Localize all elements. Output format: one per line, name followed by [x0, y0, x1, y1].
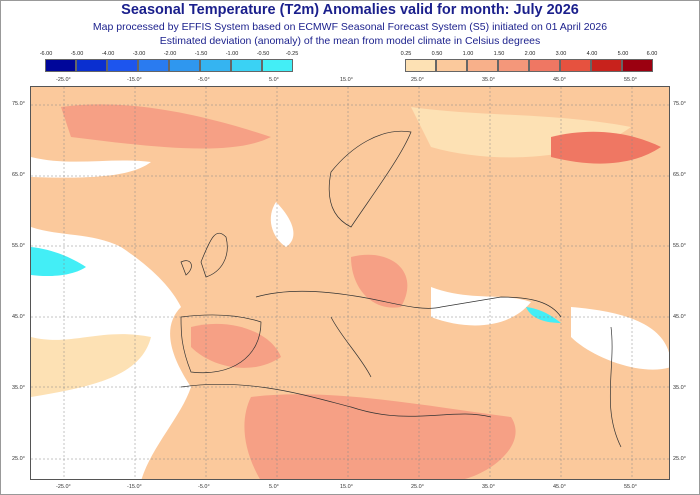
- legend-swatch: -1.50: [195, 51, 231, 72]
- latitude-label: 25.0°: [12, 456, 25, 462]
- longitude-label: 35.0°: [482, 77, 495, 83]
- longitude-label: 45.0°: [553, 484, 566, 490]
- latitude-label: 55.0°: [673, 243, 686, 249]
- cold-anomaly: [526, 307, 561, 323]
- anomaly-map: [30, 86, 670, 480]
- longitude-label: -15.0°: [127, 77, 142, 83]
- legend-tick-label: 5.00: [617, 51, 629, 57]
- latitude-label: 35.0°: [673, 385, 686, 391]
- legend-tick-label: 3.00: [555, 51, 567, 57]
- legend-swatch: -2.00: [164, 51, 200, 72]
- legend-swatch: -1.00: [226, 51, 262, 72]
- latitude-label: 75.0°: [673, 101, 686, 107]
- legend-swatch: -0.50 -0.25: [257, 51, 298, 72]
- coastlines: [180, 130, 622, 448]
- neutral-area: [270, 202, 294, 247]
- legend-tick-label: 2.00: [524, 51, 536, 57]
- latitude-label: 65.0°: [12, 172, 25, 178]
- longitude-label: 45.0°: [553, 77, 566, 83]
- legend-swatch: -3.00: [133, 51, 169, 72]
- legend-swatch: -6.00: [40, 51, 76, 72]
- legend-swatch: 4.00: [587, 51, 622, 72]
- legend-tick-label: 0.25: [400, 51, 412, 57]
- legend-tick-label: -1.50: [194, 51, 208, 57]
- legend-negative: -6.00 -5.00 -4.00 -3.00 -2.00 -1.50 -1.00 -0.50…: [40, 51, 298, 72]
- warm-anomaly: [61, 104, 271, 149]
- latitude-label: 45.0°: [12, 314, 25, 320]
- legend-tick-label: -4.00: [101, 51, 115, 57]
- legend-tick-label: 1.50: [493, 51, 505, 57]
- longitude-label: 55.0°: [624, 484, 637, 490]
- legend-swatch: 5.00 6.00: [618, 51, 657, 72]
- latitude-label: 45.0°: [673, 314, 686, 320]
- longitude-label: 15.0°: [340, 77, 353, 83]
- longitude-label: 5.0°: [269, 77, 279, 83]
- longitude-label: -25.0°: [56, 484, 71, 490]
- latitude-label: 25.0°: [673, 456, 686, 462]
- legend-swatch: 3.00: [556, 51, 591, 72]
- longitude-label: 5.0°: [269, 484, 279, 490]
- legend-tick-label: -6.00: [39, 51, 53, 57]
- legend-swatch: -5.00: [71, 51, 107, 72]
- legend-tick-label: -5.00: [70, 51, 84, 57]
- neutral-area: [571, 307, 669, 370]
- latitude-label: 65.0°: [673, 172, 686, 178]
- graticule: [31, 87, 669, 479]
- longitude-label: -5.0°: [198, 484, 210, 490]
- neutral-area: [31, 157, 151, 178]
- legend-tick-label: -3.00: [132, 51, 146, 57]
- longitude-label: -15.0°: [127, 484, 142, 490]
- legend-tick-label: -0.50: [256, 51, 270, 57]
- legend-positive: 0.25 0.50 1.00 1.50 2.00 3.00 4.00 5.00 6.00: [401, 51, 657, 72]
- longitude-label: 15.0°: [340, 484, 353, 490]
- latitude-label: 35.0°: [12, 385, 25, 391]
- neutral-area: [431, 287, 531, 326]
- legend-tick-label: -0.25: [285, 51, 299, 57]
- map-title: Seasonal Temperature (T2m) Anomalies val…: [121, 2, 579, 18]
- legend-tick-label: 6.00: [646, 51, 658, 57]
- map-subtitle: Map processed by EFFIS System based on E…: [92, 21, 608, 33]
- longitude-label: -25.0°: [56, 77, 71, 83]
- legend-tick-label: 1.00: [462, 51, 474, 57]
- warm-anomaly: [351, 254, 408, 308]
- longitude-label: 55.0°: [624, 77, 637, 83]
- latitude-label: 55.0°: [12, 243, 25, 249]
- longitude-label: -5.0°: [198, 77, 210, 83]
- warm-anomaly: [191, 323, 281, 368]
- cold-anomaly: [31, 247, 86, 277]
- longitude-label: 35.0°: [482, 484, 495, 490]
- map-description: Estimated deviation (anomaly) of the mea…: [159, 35, 541, 47]
- latitude-label: 75.0°: [12, 101, 25, 107]
- legend-tick-label: -2.00: [163, 51, 177, 57]
- legend-swatch: 0.25: [401, 51, 436, 72]
- legend-swatch: 2.00: [525, 51, 560, 72]
- legend-swatch: -4.00: [102, 51, 138, 72]
- legend-tick-label: 4.00: [586, 51, 598, 57]
- longitude-label: 25.0°: [411, 484, 424, 490]
- legend-tick-label: 0.50: [431, 51, 443, 57]
- warm-anomaly: [244, 394, 516, 479]
- legend-swatch: 1.00: [463, 51, 498, 72]
- legend-swatch: 1.50: [494, 51, 529, 72]
- light-anomaly: [31, 334, 151, 397]
- warm-anomaly: [551, 131, 661, 164]
- legend-swatch: 0.50: [432, 51, 467, 72]
- legend-tick-label: -1.00: [225, 51, 239, 57]
- longitude-label: 25.0°: [411, 77, 424, 83]
